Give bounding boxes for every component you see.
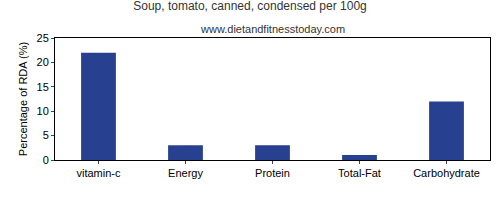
svg-text:Energy: Energy <box>168 167 203 179</box>
svg-text:Protein: Protein <box>255 167 290 179</box>
svg-text:0: 0 <box>43 154 49 166</box>
svg-text:15: 15 <box>37 81 49 93</box>
svg-text:Total-Fat: Total-Fat <box>338 167 381 179</box>
svg-text:10: 10 <box>37 105 49 117</box>
svg-text:Percentage of RDA (%): Percentage of RDA (%) <box>17 42 29 156</box>
svg-text:vitamin-c: vitamin-c <box>76 167 121 179</box>
svg-text:25: 25 <box>37 32 49 44</box>
svg-text:Soup, tomato, canned, condense: Soup, tomato, canned, condensed per 100g <box>133 0 367 13</box>
svg-text:20: 20 <box>37 56 49 68</box>
svg-text:Carbohydrate: Carbohydrate <box>413 167 480 179</box>
svg-text:5: 5 <box>43 129 49 141</box>
svg-text:www.dietandfitnesstoday.com: www.dietandfitnesstoday.com <box>200 23 345 35</box>
